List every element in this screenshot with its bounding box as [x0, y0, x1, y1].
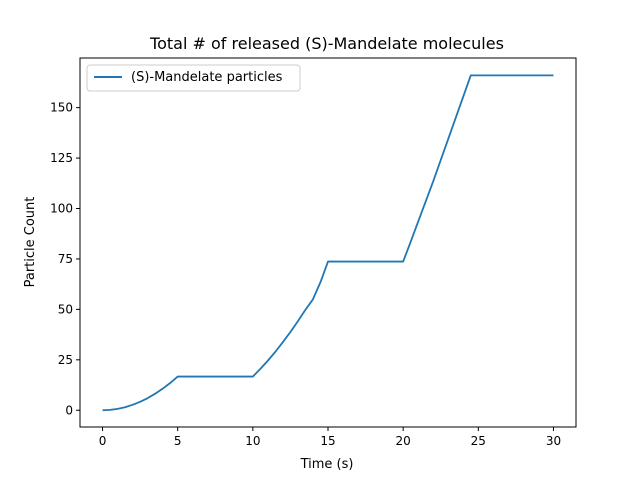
x-axis-label: Time (s): [300, 457, 354, 472]
series-layer: [102, 74, 554, 412]
y-tick-label: 100: [50, 202, 73, 216]
y-tick-label: 0: [65, 403, 73, 417]
legend-entry-label: (S)-Mandelate particles: [131, 70, 283, 85]
x-tick-label: 25: [471, 434, 486, 448]
y-tick-label: 50: [58, 302, 73, 316]
y-tick-label: 75: [58, 252, 73, 266]
y-tick-label: 125: [50, 151, 73, 165]
chart-title: Total # of released (S)-Mandelate molecu…: [149, 34, 504, 53]
x-tick-label: 10: [245, 434, 260, 448]
x-tick-label: 5: [174, 434, 182, 448]
legend-box: [86, 64, 301, 92]
x-axis-ticks: 0 5 10 15 20 25 30: [99, 427, 561, 448]
y-axis-label: Particle Count: [23, 197, 38, 288]
y-axis-ticks: 0 25 50 75 100 125 150: [50, 101, 80, 417]
x-tick-label: 20: [396, 434, 411, 448]
y-tick-label: 25: [58, 353, 73, 367]
x-tick-label: 0: [99, 434, 107, 448]
y-tick-label: 150: [50, 101, 73, 115]
legend: (S)-Mandelate particles: [86, 64, 301, 92]
plot-frame: [79, 57, 577, 428]
x-tick-label: 15: [320, 434, 335, 448]
series-line: [102, 74, 554, 412]
x-tick-label: 30: [546, 434, 561, 448]
